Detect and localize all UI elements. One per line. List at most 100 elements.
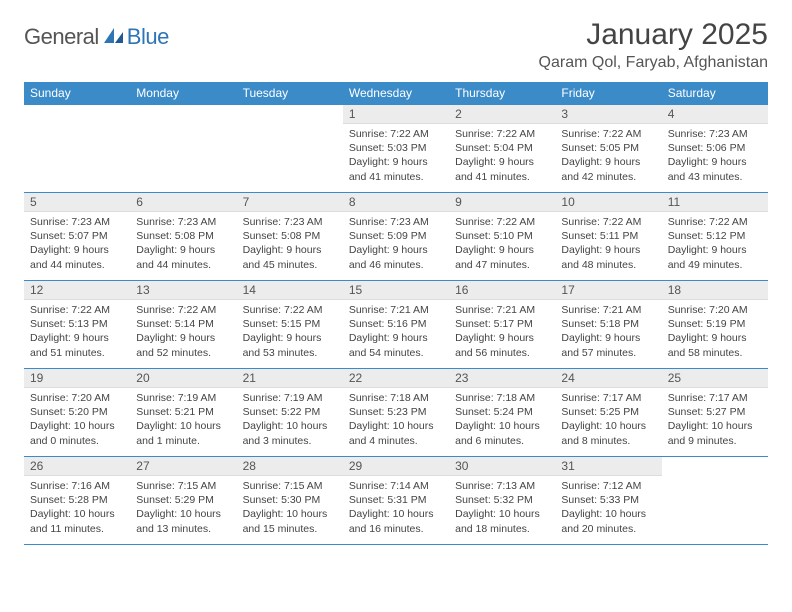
header: General Blue January 2025 Qaram Qol, Far… bbox=[24, 18, 768, 72]
day-details: Sunrise: 7:22 AMSunset: 5:04 PMDaylight:… bbox=[449, 124, 555, 190]
sunset: Sunset: 5:10 PM bbox=[455, 229, 549, 243]
day-cell: 13Sunrise: 7:22 AMSunset: 5:14 PMDayligh… bbox=[130, 281, 236, 369]
day-cell: 19Sunrise: 7:20 AMSunset: 5:20 PMDayligh… bbox=[24, 369, 130, 457]
calendar-body: 1Sunrise: 7:22 AMSunset: 5:03 PMDaylight… bbox=[24, 105, 768, 545]
daylight: Daylight: 9 hours and 44 minutes. bbox=[136, 243, 230, 271]
sunrise: Sunrise: 7:22 AM bbox=[349, 127, 443, 141]
weekday-header: Wednesday bbox=[343, 82, 449, 105]
sunset: Sunset: 5:23 PM bbox=[349, 405, 443, 419]
sunset: Sunset: 5:16 PM bbox=[349, 317, 443, 331]
sunrise: Sunrise: 7:22 AM bbox=[243, 303, 337, 317]
day-cell: 1Sunrise: 7:22 AMSunset: 5:03 PMDaylight… bbox=[343, 105, 449, 193]
daylight: Daylight: 10 hours and 18 minutes. bbox=[455, 507, 549, 535]
day-number: 10 bbox=[555, 193, 661, 212]
sunrise: Sunrise: 7:16 AM bbox=[30, 479, 124, 493]
logo: General Blue bbox=[24, 24, 169, 50]
day-cell: 27Sunrise: 7:15 AMSunset: 5:29 PMDayligh… bbox=[130, 457, 236, 545]
day-details: Sunrise: 7:18 AMSunset: 5:24 PMDaylight:… bbox=[449, 388, 555, 454]
day-details: Sunrise: 7:22 AMSunset: 5:12 PMDaylight:… bbox=[662, 212, 768, 278]
day-details: Sunrise: 7:19 AMSunset: 5:21 PMDaylight:… bbox=[130, 388, 236, 454]
day-cell bbox=[130, 105, 236, 193]
daylight: Daylight: 10 hours and 20 minutes. bbox=[561, 507, 655, 535]
sunrise: Sunrise: 7:23 AM bbox=[136, 215, 230, 229]
sunset: Sunset: 5:32 PM bbox=[455, 493, 549, 507]
sunset: Sunset: 5:15 PM bbox=[243, 317, 337, 331]
day-number: 20 bbox=[130, 369, 236, 388]
weekday-header: Friday bbox=[555, 82, 661, 105]
sunrise: Sunrise: 7:21 AM bbox=[455, 303, 549, 317]
day-cell: 26Sunrise: 7:16 AMSunset: 5:28 PMDayligh… bbox=[24, 457, 130, 545]
week-row: 1Sunrise: 7:22 AMSunset: 5:03 PMDaylight… bbox=[24, 105, 768, 193]
day-number: 21 bbox=[237, 369, 343, 388]
logo-word1: General bbox=[24, 24, 99, 50]
sunrise: Sunrise: 7:22 AM bbox=[30, 303, 124, 317]
day-details: Sunrise: 7:19 AMSunset: 5:22 PMDaylight:… bbox=[237, 388, 343, 454]
day-number: 16 bbox=[449, 281, 555, 300]
sunset: Sunset: 5:03 PM bbox=[349, 141, 443, 155]
day-cell: 24Sunrise: 7:17 AMSunset: 5:25 PMDayligh… bbox=[555, 369, 661, 457]
day-number: 25 bbox=[662, 369, 768, 388]
day-number: 31 bbox=[555, 457, 661, 476]
day-number: 29 bbox=[343, 457, 449, 476]
daylight: Daylight: 9 hours and 49 minutes. bbox=[668, 243, 762, 271]
day-cell: 31Sunrise: 7:12 AMSunset: 5:33 PMDayligh… bbox=[555, 457, 661, 545]
sunset: Sunset: 5:12 PM bbox=[668, 229, 762, 243]
daylight: Daylight: 9 hours and 41 minutes. bbox=[349, 155, 443, 183]
day-number: 3 bbox=[555, 105, 661, 124]
day-cell: 30Sunrise: 7:13 AMSunset: 5:32 PMDayligh… bbox=[449, 457, 555, 545]
day-number bbox=[24, 105, 130, 109]
day-number: 12 bbox=[24, 281, 130, 300]
day-cell: 21Sunrise: 7:19 AMSunset: 5:22 PMDayligh… bbox=[237, 369, 343, 457]
day-number: 4 bbox=[662, 105, 768, 124]
sunset: Sunset: 5:05 PM bbox=[561, 141, 655, 155]
sunset: Sunset: 5:13 PM bbox=[30, 317, 124, 331]
day-details: Sunrise: 7:13 AMSunset: 5:32 PMDaylight:… bbox=[449, 476, 555, 542]
daylight: Daylight: 10 hours and 1 minute. bbox=[136, 419, 230, 447]
day-number: 26 bbox=[24, 457, 130, 476]
daylight: Daylight: 9 hours and 47 minutes. bbox=[455, 243, 549, 271]
day-cell: 14Sunrise: 7:22 AMSunset: 5:15 PMDayligh… bbox=[237, 281, 343, 369]
sunrise: Sunrise: 7:22 AM bbox=[455, 215, 549, 229]
daylight: Daylight: 9 hours and 54 minutes. bbox=[349, 331, 443, 359]
daylight: Daylight: 10 hours and 15 minutes. bbox=[243, 507, 337, 535]
sunrise: Sunrise: 7:21 AM bbox=[349, 303, 443, 317]
month-title: January 2025 bbox=[539, 18, 768, 52]
day-details: Sunrise: 7:22 AMSunset: 5:13 PMDaylight:… bbox=[24, 300, 130, 366]
sunset: Sunset: 5:33 PM bbox=[561, 493, 655, 507]
daylight: Daylight: 10 hours and 0 minutes. bbox=[30, 419, 124, 447]
sunset: Sunset: 5:20 PM bbox=[30, 405, 124, 419]
sunrise: Sunrise: 7:21 AM bbox=[561, 303, 655, 317]
day-details: Sunrise: 7:22 AMSunset: 5:15 PMDaylight:… bbox=[237, 300, 343, 366]
weekday-header: Saturday bbox=[662, 82, 768, 105]
sunrise: Sunrise: 7:18 AM bbox=[349, 391, 443, 405]
sunrise: Sunrise: 7:22 AM bbox=[561, 215, 655, 229]
sunset: Sunset: 5:09 PM bbox=[349, 229, 443, 243]
day-number: 27 bbox=[130, 457, 236, 476]
day-number bbox=[237, 105, 343, 109]
weekday-header: Thursday bbox=[449, 82, 555, 105]
day-cell: 22Sunrise: 7:18 AMSunset: 5:23 PMDayligh… bbox=[343, 369, 449, 457]
sunset: Sunset: 5:22 PM bbox=[243, 405, 337, 419]
sunset: Sunset: 5:06 PM bbox=[668, 141, 762, 155]
day-details: Sunrise: 7:22 AMSunset: 5:11 PMDaylight:… bbox=[555, 212, 661, 278]
daylight: Daylight: 9 hours and 58 minutes. bbox=[668, 331, 762, 359]
sunset: Sunset: 5:07 PM bbox=[30, 229, 124, 243]
day-cell: 18Sunrise: 7:20 AMSunset: 5:19 PMDayligh… bbox=[662, 281, 768, 369]
day-details: Sunrise: 7:23 AMSunset: 5:07 PMDaylight:… bbox=[24, 212, 130, 278]
sunset: Sunset: 5:30 PM bbox=[243, 493, 337, 507]
day-number: 8 bbox=[343, 193, 449, 212]
daylight: Daylight: 9 hours and 41 minutes. bbox=[455, 155, 549, 183]
day-details: Sunrise: 7:23 AMSunset: 5:08 PMDaylight:… bbox=[130, 212, 236, 278]
day-details: Sunrise: 7:21 AMSunset: 5:16 PMDaylight:… bbox=[343, 300, 449, 366]
calendar: Sunday Monday Tuesday Wednesday Thursday… bbox=[24, 82, 768, 545]
daylight: Daylight: 10 hours and 8 minutes. bbox=[561, 419, 655, 447]
day-number: 15 bbox=[343, 281, 449, 300]
week-row: 12Sunrise: 7:22 AMSunset: 5:13 PMDayligh… bbox=[24, 281, 768, 369]
day-cell: 23Sunrise: 7:18 AMSunset: 5:24 PMDayligh… bbox=[449, 369, 555, 457]
sunset: Sunset: 5:19 PM bbox=[668, 317, 762, 331]
day-cell: 12Sunrise: 7:22 AMSunset: 5:13 PMDayligh… bbox=[24, 281, 130, 369]
sunrise: Sunrise: 7:20 AM bbox=[668, 303, 762, 317]
day-cell: 11Sunrise: 7:22 AMSunset: 5:12 PMDayligh… bbox=[662, 193, 768, 281]
day-details: Sunrise: 7:23 AMSunset: 5:06 PMDaylight:… bbox=[662, 124, 768, 190]
sunrise: Sunrise: 7:18 AM bbox=[455, 391, 549, 405]
